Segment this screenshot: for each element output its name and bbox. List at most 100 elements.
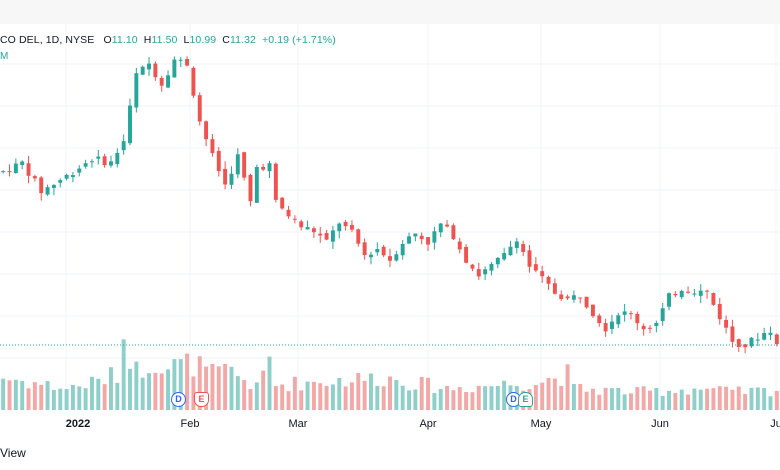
volume-bar [134,361,139,410]
candle-body [755,339,760,341]
candle-body [679,290,684,298]
volume-bar [590,388,595,410]
chart-pane[interactable] [0,24,780,440]
candle-body [324,233,329,240]
volume-bar [502,380,507,410]
candle-body [590,304,595,317]
volume-bar [248,389,253,410]
volume-bar [381,386,386,410]
candle-body [533,264,538,271]
volume-bar [305,381,310,410]
x-tick-label: Jun [651,418,669,430]
volume-bar [552,378,557,410]
low-value: 10.99 [189,34,217,46]
candle-body [223,168,228,185]
volume-bar [356,372,361,410]
volume-bar [546,378,551,410]
candle-body [89,161,94,163]
volume-bar [153,372,158,410]
candle-body [502,253,507,260]
volume-bar [324,385,329,410]
volume-bar [705,388,710,410]
candle-body [229,173,234,185]
volume-bar [622,394,627,410]
candle-body [394,254,399,261]
candle-body [216,150,221,172]
volume-bar [597,394,602,410]
volume-bar [121,339,126,410]
x-tick-label: 2022 [65,418,91,430]
candle-body [77,168,82,173]
candle-body [159,77,164,86]
volume-bar [292,376,297,410]
open-label: O [103,34,112,46]
candle-body [698,290,703,296]
volume-bar [451,390,456,410]
candle-body [369,254,373,258]
volume-bar [229,366,234,410]
candle-body [559,294,564,300]
change-value: +0.19 (+1.71%) [262,34,336,46]
volume-bar [578,384,583,410]
candle-body [711,292,716,305]
candle-body [26,163,31,176]
volume-bar [51,389,56,410]
low-label: L [183,34,190,46]
candle-body [153,63,158,78]
volume-bar [565,364,570,410]
candle-body [622,311,627,315]
candle-body [489,264,494,271]
volume-bar [394,380,399,410]
x-tick-label: Ju [770,418,780,430]
candle-body [7,171,12,173]
footer-view-label[interactable]: View [0,446,26,460]
candle-body [578,297,583,299]
candle-body [305,227,310,230]
volume-bar [730,389,735,410]
candle-body [13,163,18,174]
candle-body [166,75,171,88]
candle-body [102,156,107,165]
volume-bar [70,384,75,410]
candle-body [692,293,697,295]
volume-bar [147,373,151,410]
volume-bar [426,377,431,410]
volume-bar [629,393,633,410]
candle-body [660,308,665,322]
candle-body [749,337,754,347]
candle-body [483,269,488,275]
earnings-event-icon[interactable]: E [518,392,533,407]
volume-bar [470,392,475,410]
candle-body [267,163,272,172]
top-toolbar-strip [0,0,780,24]
candle-body [311,228,316,233]
candle-body [717,303,722,320]
volume-bar [362,380,367,410]
candle-body [464,246,469,263]
candle-body [185,58,190,66]
volume-bar [254,382,259,410]
volume-bar [185,353,190,410]
candle-body [197,95,202,122]
candle-body [438,223,443,233]
candle-body [552,283,557,294]
volume-bar [584,391,589,410]
candlestick-chart[interactable] [0,24,780,440]
volume-bar [755,387,760,410]
volume-bar [571,383,576,410]
symbol-info[interactable]: CO DEL, 1D, NYSE [0,34,95,46]
candle-body [51,184,56,189]
candle-body [432,231,437,243]
candle-body [736,339,741,348]
candle-body [20,161,25,166]
candle-body [527,250,532,267]
volume-bar [495,386,500,410]
candle-body [565,296,570,299]
dividend-event-icon[interactable]: D [171,392,186,407]
earnings-event-icon[interactable]: E [194,392,209,407]
volume-bar [635,387,640,410]
candle-body [686,291,691,293]
volume-bar [660,395,665,410]
volume-bar [349,382,354,410]
candle-body [109,161,113,166]
